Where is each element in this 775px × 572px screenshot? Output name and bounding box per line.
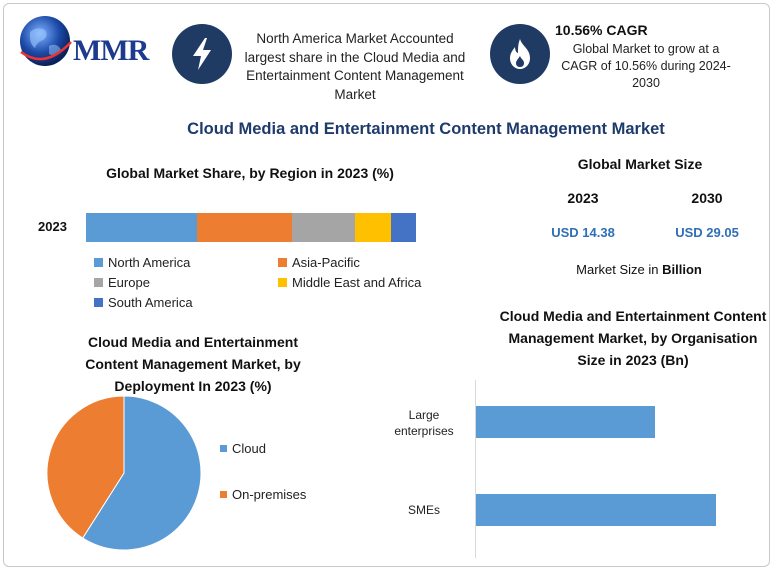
bar-segment-europe bbox=[292, 213, 355, 242]
legend-label: North America bbox=[108, 255, 191, 270]
bar-segment-south-america bbox=[391, 213, 416, 242]
legend-asia-pacific: Asia-Pacific bbox=[278, 255, 360, 270]
legend-label: Middle East and Africa bbox=[292, 275, 422, 290]
legend-on-premises: On-premises bbox=[220, 487, 306, 502]
infographic-frame bbox=[3, 3, 770, 567]
legend-middle-east-africa: Middle East and Africa bbox=[278, 275, 421, 290]
lightning-bolt-icon bbox=[193, 38, 211, 70]
swatch-asia-pacific bbox=[278, 258, 287, 267]
legend-south-america: South America bbox=[94, 295, 193, 310]
info-flame-badge bbox=[490, 24, 550, 84]
globe-icon bbox=[20, 16, 72, 66]
org-category-smes: SMEs bbox=[407, 503, 440, 517]
bar-segment-middle-east-and-africa bbox=[354, 213, 392, 242]
legend-label: South America bbox=[108, 295, 193, 310]
swatch-europe bbox=[94, 278, 103, 287]
logo-text: MMR bbox=[73, 34, 149, 67]
org-category-large: Large enterprises bbox=[394, 408, 454, 438]
legend-label: Asia-Pacific bbox=[292, 255, 360, 270]
market-value-2030: USD 29.05 bbox=[675, 225, 739, 240]
region-legend: North America Asia-Pacific Europe Middle… bbox=[94, 255, 454, 315]
legend-cloud: Cloud bbox=[220, 441, 266, 456]
legend-label: On-premises bbox=[232, 487, 307, 502]
swatch-north-america bbox=[94, 258, 103, 267]
year-2023-label: 2023 bbox=[567, 190, 599, 206]
bar-segment-asia-pacific bbox=[196, 213, 293, 242]
organisation-chart-title: Cloud Media and Entertainment Content Ma… bbox=[499, 308, 767, 368]
org-bar-large-enterprises bbox=[476, 406, 655, 438]
deployment-pie-chart bbox=[46, 395, 202, 551]
pie-slice-on-premises bbox=[46, 395, 125, 539]
year-2030-label: 2030 bbox=[691, 190, 723, 206]
deployment-chart-title: Cloud Media and Entertainment Content Ma… bbox=[85, 334, 301, 394]
legend-europe: Europe bbox=[94, 275, 150, 290]
cagr-note: Global Market to grow at a CAGR of 10.56… bbox=[561, 42, 731, 90]
region-chart-title: Global Market Share, by Region in 2023 (… bbox=[106, 165, 394, 181]
swatch-south-america bbox=[94, 298, 103, 307]
region-stacked-bar bbox=[86, 213, 416, 242]
main-title: Cloud Media and Entertainment Content Ma… bbox=[187, 120, 665, 138]
pie-slice-cloud bbox=[82, 395, 202, 551]
info-lightning-badge bbox=[172, 24, 232, 84]
mmr-logo: MMR bbox=[15, 12, 155, 72]
organisation-bars bbox=[476, 380, 736, 558]
region-category-label: 2023 bbox=[38, 219, 67, 234]
swatch-on-premises bbox=[220, 491, 227, 498]
cagr-title: 10.56% CAGR bbox=[555, 22, 648, 38]
unit-prefix: Market Size in bbox=[576, 262, 663, 277]
market-value-2023: USD 14.38 bbox=[551, 225, 615, 240]
swatch-cloud bbox=[220, 445, 227, 452]
swatch-middle-east-africa bbox=[278, 278, 287, 287]
unit-value: Billion bbox=[662, 262, 702, 277]
bar-segment-north-america bbox=[86, 213, 197, 242]
legend-label: Europe bbox=[108, 275, 150, 290]
north-america-note: North America Market Accounted largest s… bbox=[244, 31, 466, 102]
legend-label: Cloud bbox=[232, 441, 266, 456]
org-axis-line bbox=[475, 380, 476, 558]
market-size-unit: Market Size in Billion bbox=[520, 262, 758, 277]
org-bar-smes bbox=[476, 494, 717, 526]
flame-icon bbox=[510, 39, 530, 69]
legend-north-america: North America bbox=[94, 255, 190, 270]
market-size-title: Global Market Size bbox=[577, 156, 703, 172]
